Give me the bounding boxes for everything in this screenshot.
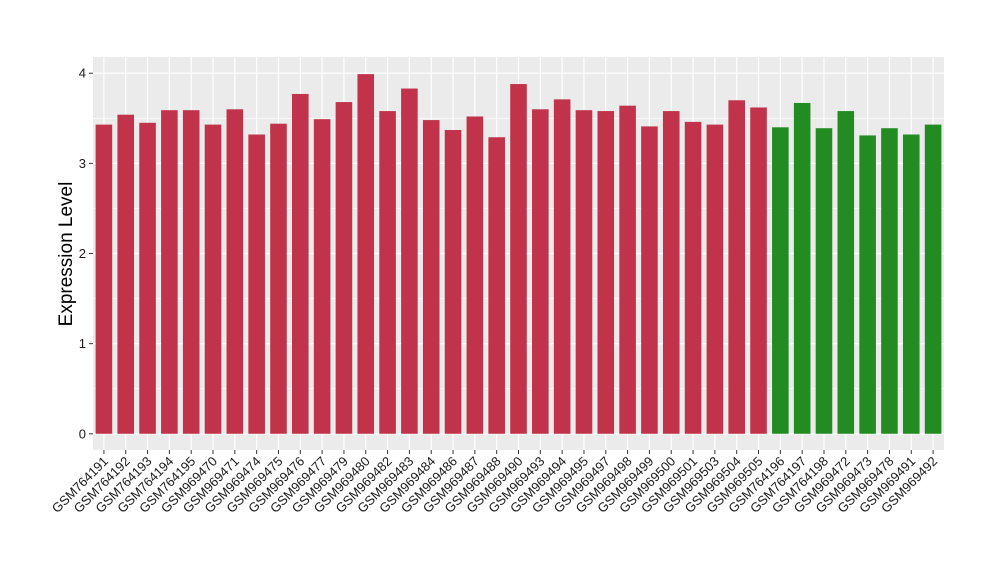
bar (619, 105, 636, 434)
bar (95, 124, 113, 434)
bar (597, 111, 615, 434)
y-axis-title: Expression Level (56, 182, 77, 327)
bar (161, 110, 178, 434)
bar (139, 122, 156, 434)
bar (313, 119, 331, 434)
bar (510, 84, 527, 434)
bar (772, 127, 789, 434)
bar (728, 100, 745, 434)
bar (117, 114, 135, 434)
bar (357, 74, 375, 434)
bar (662, 111, 680, 434)
bar (379, 111, 396, 434)
bar (532, 109, 549, 434)
bar (881, 128, 898, 434)
bar (226, 109, 244, 434)
bar (401, 88, 418, 434)
bar (837, 111, 855, 434)
bar (815, 128, 833, 434)
bar (793, 102, 811, 434)
y-tick-label: 2 (79, 246, 86, 261)
bar (641, 126, 658, 434)
bar (553, 99, 571, 434)
bars (95, 74, 942, 434)
bar (859, 135, 876, 434)
bar (902, 134, 920, 434)
bar (292, 93, 309, 434)
bar (422, 120, 440, 434)
bar (488, 137, 505, 434)
bar (182, 110, 200, 434)
bar (575, 110, 593, 434)
y-tick-label: 4 (79, 66, 86, 81)
bar (204, 124, 222, 434)
bar (684, 121, 702, 434)
bar (248, 134, 265, 434)
bar (750, 107, 767, 434)
bar (270, 123, 287, 434)
bar (706, 124, 724, 434)
bar (335, 102, 353, 434)
bar (466, 116, 484, 434)
y-tick-label: 0 (79, 426, 86, 441)
y-axis: 0 1 2 3 4 (79, 66, 93, 441)
x-axis: GSM764191GSM764192GSM764193GSM764194GSM7… (49, 450, 940, 516)
bar (444, 130, 462, 434)
y-tick-label: 3 (79, 156, 86, 171)
bar (924, 124, 942, 434)
y-tick-label: 1 (79, 336, 86, 351)
